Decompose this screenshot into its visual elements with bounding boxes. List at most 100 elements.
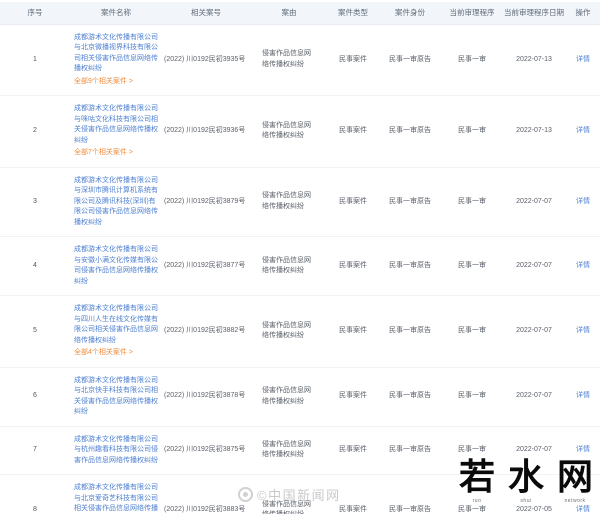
procedure-cell: 民事一审 xyxy=(442,236,502,296)
case-identity-cell: 民事一审原告 xyxy=(378,295,442,368)
news-watermark-text: ©中国新闻网 xyxy=(257,488,341,503)
case-name-link[interactable]: 成都游术文化传播有限公司与北京微播视界科技有限公司相关侵害作品信息网络传播权纠纷 xyxy=(74,33,158,73)
case-number: (2022) 川0192民初3878号 xyxy=(162,367,250,427)
procedure-cell: 民事一审 xyxy=(442,474,502,514)
ruoshui-char-1: 水 shui xyxy=(508,456,545,504)
column-header-7: 当前审理程序日期 xyxy=(502,2,566,25)
case-name-link[interactable]: 成都游术文化传播有限公司与北京爱奇艺科技有限公司相关侵害作品信息网络传播权纠纷 xyxy=(74,484,158,512)
detail-link[interactable]: 详情 xyxy=(576,127,590,134)
case-type-cell: 民事案件 xyxy=(328,367,378,427)
row-number: 4 xyxy=(0,236,70,296)
column-header-6: 当前审理程序 xyxy=(442,2,502,25)
case-name-cell: 成都游术文化传播有限公司与咪咕文化科技有限公司相关侵害作品信息网络传播权纠纷全部… xyxy=(70,95,162,168)
action-cell: 详情 xyxy=(566,236,600,296)
procedure-cell: 民事一审 xyxy=(442,367,502,427)
procedure-cell: 民事一审 xyxy=(442,24,502,96)
cause-cell: 侵害作品信息网络传播权纠纷 xyxy=(250,24,328,96)
case-type-cell: 民事案件 xyxy=(328,167,378,237)
case-name-link[interactable]: 成都游术文化传播有限公司与咪咕文化科技有限公司相关侵害作品信息网络传播权纠纷 xyxy=(74,105,158,144)
row-number: 3 xyxy=(0,167,70,237)
column-header-4: 案件类型 xyxy=(328,2,378,25)
cause-cell: 侵害作品信息网络传播权纠纷 xyxy=(250,95,328,168)
cause-cell: 侵害作品信息网络传播权纠纷 xyxy=(250,474,328,514)
cns-news-watermark: ©中国新闻网 xyxy=(238,485,341,504)
case-type-cell: 民事案件 xyxy=(328,95,378,168)
action-cell: 详情 xyxy=(566,474,600,514)
table-row: 4 成都游术文化传播有限公司与安徽小满文化传媒有限公司侵害作品信息网络传播权纠纷(… xyxy=(0,236,600,296)
case-identity-cell: 民事一审原告 xyxy=(378,474,442,514)
case-type-cell: 民事案件 xyxy=(328,236,378,296)
procedure-date-cell: 2022-07-07 xyxy=(502,367,566,427)
case-name-link[interactable]: 成都游术文化传播有限公司与四川人生在线文化传媒有限公司相关侵害作品信息网络传播权… xyxy=(74,305,158,344)
case-name-link[interactable]: 成都游术文化传播有限公司与安徽小满文化传媒有限公司侵害作品信息网络传播权纠纷 xyxy=(74,246,158,285)
detail-link[interactable]: 详情 xyxy=(576,446,590,453)
news-logo-icon xyxy=(238,487,253,502)
procedure-date-cell: 2022-07-07 xyxy=(502,167,566,237)
case-identity-cell: 民事一审原告 xyxy=(378,236,442,296)
procedure-cell: 民事一审 xyxy=(442,426,502,475)
row-number: 8 xyxy=(0,474,70,514)
table-row: 2 成都游术文化传播有限公司与咪咕文化科技有限公司相关侵害作品信息网络传播权纠纷全… xyxy=(0,95,600,168)
column-header-5: 案件身份 xyxy=(378,2,442,25)
case-name-link[interactable]: 成都游术文化传播有限公司与北京快手科技有限公司相关侵害作品信息网络传播权纠纷 xyxy=(74,376,158,416)
case-name-cell: 成都游术文化传播有限公司与四川人生在线文化传媒有限公司相关侵害作品信息网络传播权… xyxy=(70,295,162,368)
case-identity-cell: 民事一审原告 xyxy=(378,426,442,475)
case-name-cell: 成都游术文化传播有限公司与北京爱奇艺科技有限公司相关侵害作品信息网络传播权纠纷全… xyxy=(70,474,162,514)
case-name-link[interactable]: 成都游术文化传播有限公司与深圳市腾讯计算机系统有限公司及腾讯科技(深圳)有限公司… xyxy=(74,176,158,226)
case-number: (2022) 川0192民初3882号 xyxy=(162,295,250,368)
procedure-date-cell: 2022-07-07 xyxy=(502,236,566,296)
row-number: 5 xyxy=(0,295,70,368)
cause-cell: 侵害作品信息网络传播权纠纷 xyxy=(250,295,328,368)
detail-link[interactable]: 详情 xyxy=(576,327,590,334)
procedure-cell: 民事一审 xyxy=(442,167,502,237)
related-cases-link[interactable]: 全部4个相关案件 > xyxy=(74,349,133,356)
case-name-cell: 成都游术文化传播有限公司与杭州趣看科技有限公司侵害作品信息网络传播权纠纷 xyxy=(70,426,162,475)
table-header: 序号 案件名称 相关案号 案由 案件类型 案件身份 当前审理程序 当前审理程序日期 操作 xyxy=(0,2,600,25)
procedure-cell: 民事一审 xyxy=(442,95,502,168)
case-type-cell: 民事案件 xyxy=(328,474,378,514)
related-cases-link[interactable]: 全部9个相关案件 > xyxy=(74,77,133,85)
table-row: 1 成都游术文化传播有限公司与北京微播视界科技有限公司相关侵害作品信息网络传播权纠… xyxy=(0,24,600,96)
case-type-cell: 民事案件 xyxy=(328,426,378,475)
table-row: 5 成都游术文化传播有限公司与四川人生在线文化传媒有限公司相关侵害作品信息网络传播… xyxy=(0,295,600,368)
case-number: (2022) 川0192民初3936号 xyxy=(162,95,250,168)
detail-link[interactable]: 详情 xyxy=(576,261,590,269)
case-type-cell: 民事案件 xyxy=(328,295,378,368)
column-header-1: 案件名称 xyxy=(70,2,162,25)
action-cell: 详情 xyxy=(566,95,600,168)
row-number: 7 xyxy=(0,426,70,475)
ruoshui-char-0: 若 ruo xyxy=(459,456,496,504)
detail-link[interactable]: 详情 xyxy=(576,197,590,205)
ruoshui-watermark: 若 ruo 水 shui 网 network xyxy=(459,457,593,504)
procedure-date-cell: 2022-07-07 xyxy=(502,295,566,368)
column-header-8: 操作 xyxy=(566,2,600,25)
column-header-3: 案由 xyxy=(250,2,328,25)
detail-link[interactable]: 详情 xyxy=(576,392,590,400)
table-row: 8成都游术文化传播有限公司与北京爱奇艺科技有限公司相关侵害作品信息网络传播权纠纷… xyxy=(0,474,600,514)
case-type-cell: 民事案件 xyxy=(328,24,378,96)
cause-cell: 侵害作品信息网络传播权纠纷 xyxy=(250,236,328,296)
procedure-date-cell: 2022-07-13 xyxy=(502,95,566,168)
procedure-cell: 民事一审 xyxy=(442,295,502,368)
case-identity-cell: 民事一审原告 xyxy=(378,367,442,427)
case-number: (2022) 川0192民初3883号 xyxy=(162,474,250,514)
case-name-cell: 成都游术文化传播有限公司与北京微播视界科技有限公司相关侵害作品信息网络传播权纠纷… xyxy=(70,24,162,96)
row-number: 1 xyxy=(0,24,70,96)
detail-link[interactable]: 详情 xyxy=(576,506,590,513)
column-header-0: 序号 xyxy=(0,2,70,25)
case-number: (2022) 川0192民初3935号 xyxy=(162,24,250,96)
cause-cell: 侵害作品信息网络传播权纠纷 xyxy=(250,367,328,427)
action-cell: 详情 xyxy=(566,295,600,368)
procedure-date-cell: 2022-07-13 xyxy=(502,24,566,96)
case-name-cell: 成都游术文化传播有限公司与安徽小满文化传媒有限公司侵害作品信息网络传播权纠纷 xyxy=(70,236,162,296)
row-number: 2 xyxy=(0,95,70,168)
case-name-link[interactable]: 成都游术文化传播有限公司与杭州趣看科技有限公司侵害作品信息网络传播权纠纷 xyxy=(74,435,158,464)
related-cases-link[interactable]: 全部7个相关案件 > xyxy=(74,149,133,156)
case-name-cell: 成都游术文化传播有限公司与北京快手科技有限公司相关侵害作品信息网络传播权纠纷 xyxy=(70,367,162,427)
cause-cell: 侵害作品信息网络传播权纠纷 xyxy=(250,426,328,475)
detail-link[interactable]: 详情 xyxy=(576,55,590,63)
action-cell: 详情 xyxy=(566,367,600,427)
procedure-date-cell: 2022-07-05 xyxy=(502,474,566,514)
case-identity-cell: 民事一审原告 xyxy=(378,167,442,237)
